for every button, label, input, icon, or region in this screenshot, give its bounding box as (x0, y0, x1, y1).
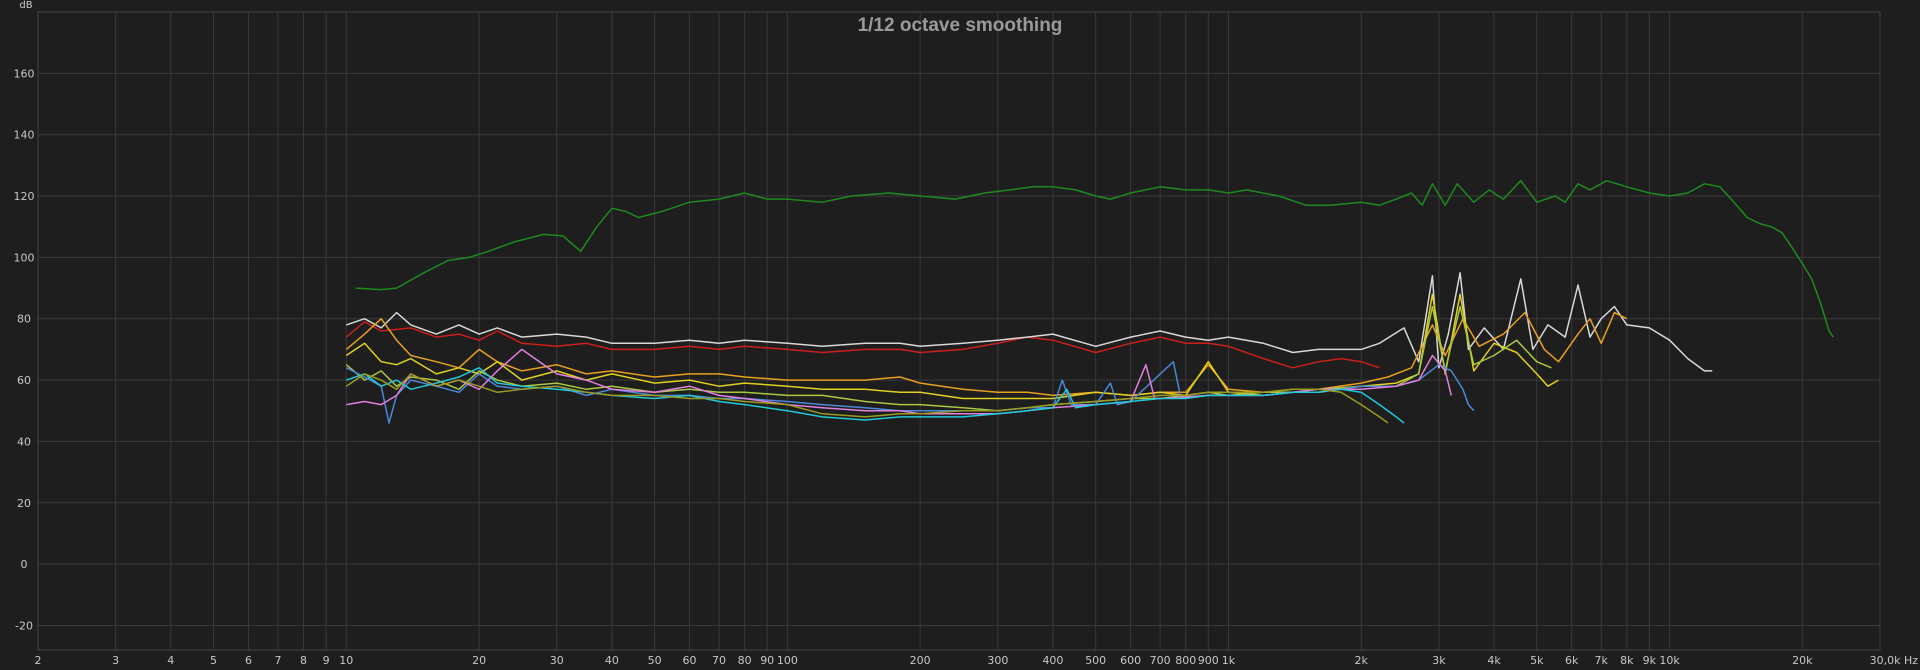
chart-title: 1/12 octave smoothing (858, 15, 1063, 36)
x-tick-label: 600 (1120, 654, 1141, 667)
x-tick-label: 5 (210, 654, 217, 667)
x-tick-label: 8 (300, 654, 307, 667)
x-tick-label: 4k (1487, 654, 1501, 667)
x-tick-label: 8k (1620, 654, 1634, 667)
x-tick-label: 6k (1565, 654, 1579, 667)
x-tick-label: 500 (1085, 654, 1106, 667)
x-tick-label: 400 (1042, 654, 1063, 667)
x-tick-label: 30 (550, 654, 564, 667)
x-tick-label: 60 (683, 654, 697, 667)
x-tick-label: 2 (35, 654, 42, 667)
series-line (346, 367, 1405, 424)
y-tick-label: 140 (14, 129, 35, 142)
x-tick-label: 2k (1355, 654, 1369, 667)
x-tick-label: 300 (987, 654, 1008, 667)
series-group (345, 179, 1834, 424)
y-tick-label: 0 (21, 558, 28, 571)
grid (37, 11, 1881, 651)
series-line (345, 321, 1380, 369)
x-tick-label: 10 (339, 654, 353, 667)
series-line (355, 179, 1834, 338)
x-tick-label: 5k (1530, 654, 1544, 667)
plot-frame (37, 11, 1881, 651)
x-tick-label: 9k (1643, 654, 1657, 667)
x-tick-label: 7 (274, 654, 281, 667)
x-tick-label: 900 (1198, 654, 1219, 667)
x-tick-label: 3 (112, 654, 119, 667)
x-tick-label: 100 (777, 654, 798, 667)
series-line (345, 293, 1559, 400)
y-tick-label: 160 (14, 67, 35, 80)
series-line (345, 373, 1389, 424)
x-tick-label: 40 (605, 654, 619, 667)
y-tick-label: 120 (14, 190, 35, 203)
x-tick-label: 70 (712, 654, 726, 667)
y-tick-label: 40 (17, 435, 31, 448)
y-tick-label: 60 (17, 374, 31, 387)
y-tick-label: -20 (15, 619, 33, 632)
y-tick-label: 80 (17, 313, 31, 326)
x-tick-label: 50 (648, 654, 662, 667)
x-tick-label: 1k (1222, 654, 1236, 667)
x-tick-label: 9 (323, 654, 330, 667)
x-tick-label: 10k (1659, 654, 1680, 667)
x-tick-label: 200 (910, 654, 931, 667)
x-tick-label: 90 (760, 654, 774, 667)
x-tick-label: 80 (738, 654, 752, 667)
series-line (346, 271, 1713, 372)
x-tick-label: 4 (167, 654, 174, 667)
x-tick-label: 700 (1150, 654, 1171, 667)
tick-labels: 2 3 4 5 6 7 8 9 10 20 30 40 50 60 70 80 90 100 200 300 400 50… (14, 67, 1919, 667)
x-tick-label: 6 (245, 654, 252, 667)
y-tick-label: 100 (14, 251, 35, 264)
x-tick-label: 7k (1595, 654, 1609, 667)
x-tick-label: 20k (1792, 654, 1813, 667)
x-tick-label: 800 (1175, 654, 1196, 667)
y-tick-label: 20 (17, 497, 31, 510)
x-tick-label: 30,0k Hz (1870, 654, 1919, 667)
x-tick-label: 20 (472, 654, 486, 667)
x-tick-label: 3k (1432, 654, 1446, 667)
y-axis-unit-label: dB (19, 0, 32, 11)
series-line (345, 311, 1628, 397)
